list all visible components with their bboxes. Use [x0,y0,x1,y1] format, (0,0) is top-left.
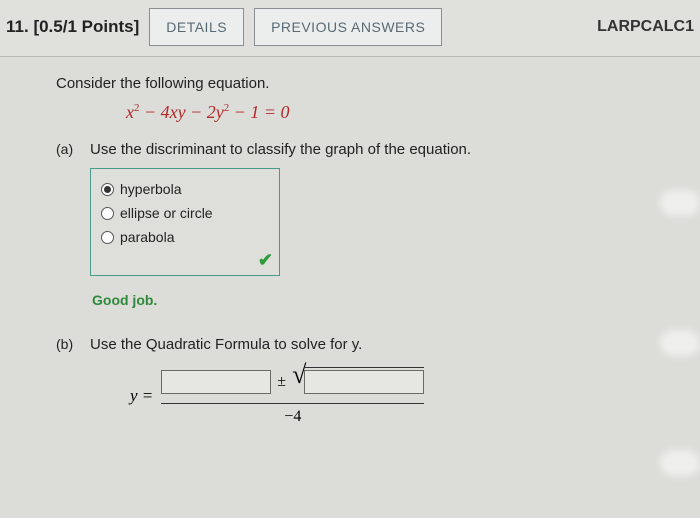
radio-icon[interactable] [101,231,114,244]
previous-answers-button[interactable]: PREVIOUS ANSWERS [254,8,442,46]
part-a: (a) Use the discriminant to classify the… [56,141,680,328]
part-b-label: (b) [56,336,78,426]
y-equals: y = [130,386,153,406]
choice-label: parabola [120,229,175,245]
plus-minus-icon: ± [277,373,286,391]
question-header: 11. [0.5/1 Points] DETAILS PREVIOUS ANSW… [0,0,700,57]
answer-choice-box: hyperbola ellipse or circle parabola ✔ [90,168,280,276]
equation: x2 − 4xy − 2y2 − 1 = 0 [126,102,680,123]
details-button[interactable]: DETAILS [149,8,244,46]
answer-input-2[interactable] [304,370,424,394]
answer-input-1[interactable] [161,370,271,394]
part-b-text: Use the Quadratic Formula to solve for y… [90,336,680,353]
choice-parabola[interactable]: parabola [101,225,269,249]
photo-glare [660,190,700,216]
feedback-text: Good job. [92,292,680,308]
part-a-text: Use the discriminant to classify the gra… [90,141,680,158]
choice-label: ellipse or circle [120,205,213,221]
correct-check-icon: ✔ [258,250,273,271]
part-a-label: (a) [56,141,78,328]
radio-icon[interactable] [101,183,114,196]
photo-glare [660,330,700,356]
photo-glare [660,450,700,476]
numerator: ± √ [161,365,424,404]
question-number: 11. [0.5/1 Points] [6,17,139,37]
choice-label: hyperbola [120,181,182,197]
quadratic-formula: y = ± √ −4 [130,365,680,426]
denominator: −4 [284,404,301,426]
sqrt-wrapper: √ [292,365,424,399]
fraction: ± √ −4 [161,365,424,426]
part-b: (b) Use the Quadratic Formula to solve f… [56,336,680,426]
radio-icon[interactable] [101,207,114,220]
choice-hyperbola[interactable]: hyperbola [101,177,269,201]
choice-ellipse-circle[interactable]: ellipse or circle [101,201,269,225]
question-body: Consider the following equation. x2 − 4x… [0,57,700,518]
course-code: LARPCALC1 [597,18,694,36]
prompt-text: Consider the following equation. [56,75,680,92]
